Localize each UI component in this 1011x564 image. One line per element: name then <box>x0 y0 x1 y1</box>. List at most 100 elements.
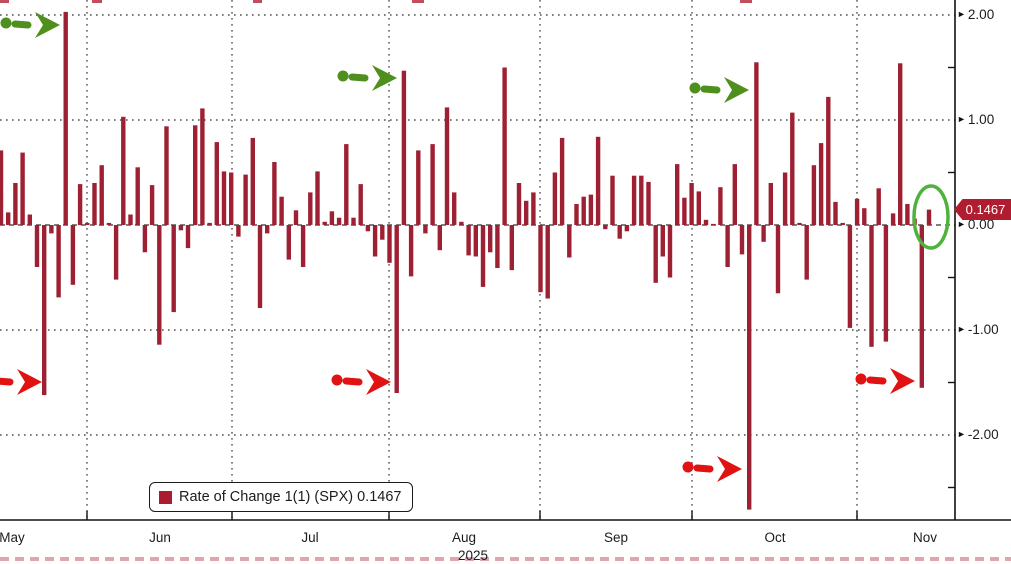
bar <box>682 197 687 225</box>
bar <box>171 225 176 313</box>
bar <box>99 165 104 225</box>
bar <box>531 192 536 225</box>
red-arrow-icon-dot <box>855 373 867 385</box>
bar <box>193 125 198 226</box>
bar <box>164 126 169 225</box>
red-arrow-icon-dash <box>0 377 14 386</box>
bar <box>380 225 385 240</box>
bar <box>862 208 867 225</box>
bar <box>567 225 572 258</box>
bar <box>200 108 205 225</box>
bar <box>488 225 493 253</box>
bar <box>818 143 824 225</box>
bar <box>588 194 594 225</box>
bar <box>883 225 889 342</box>
bar <box>711 223 716 225</box>
green-arrow-icon-dot <box>689 82 701 94</box>
legend-label: Rate of Change 1(1) (SPX) 0.1467 <box>179 489 402 505</box>
bar <box>142 225 148 253</box>
bar <box>322 221 327 225</box>
bar <box>387 225 392 263</box>
green-arrow-icon-dash <box>348 73 369 82</box>
bar <box>675 164 680 225</box>
bar <box>782 172 788 225</box>
x-axis-label-jun: Jun <box>149 530 171 545</box>
bar <box>315 171 320 225</box>
red-arrow-icon-head <box>17 369 42 395</box>
y-axis-label-1.00: ► 1.00 <box>957 112 994 127</box>
bar <box>826 96 831 226</box>
gridlines <box>0 0 955 520</box>
bar <box>13 183 18 225</box>
red-arrow-icon-head <box>366 369 391 395</box>
bar <box>876 188 881 226</box>
bar <box>135 167 140 226</box>
bar <box>394 225 399 393</box>
y-tick-arrow-icon: ► <box>957 429 966 440</box>
x-axis-label-may: May <box>0 530 25 545</box>
bar <box>214 142 219 226</box>
bar <box>113 225 119 280</box>
top-artifact <box>412 0 424 3</box>
bar <box>77 184 83 226</box>
y-axis-label-0.00: ► 0.00 <box>957 217 994 232</box>
y-tick-arrow-icon: ► <box>957 219 966 230</box>
x-axis-label-jul: Jul <box>301 530 319 545</box>
y-tick-arrow-icon: ► <box>957 9 966 20</box>
y-tick-text: -1.00 <box>967 322 999 338</box>
bar <box>646 181 651 225</box>
bar <box>365 225 371 232</box>
bar <box>761 225 766 242</box>
legend-swatch-icon <box>159 490 172 504</box>
y-tick-arrow-icon: ► <box>957 114 966 125</box>
red-arrow-icon-head <box>890 368 915 394</box>
bar <box>840 222 845 225</box>
bar <box>660 225 665 257</box>
top-artifact <box>253 0 262 3</box>
bar <box>372 225 378 257</box>
bar <box>178 225 184 231</box>
bar <box>552 172 558 225</box>
top-artifact <box>92 0 102 3</box>
bar <box>725 225 730 267</box>
y-axis-label-2.00: ► 2.00 <box>957 7 994 22</box>
y-tick-text: 2.00 <box>967 7 995 23</box>
bar <box>329 211 335 225</box>
bar <box>603 225 608 230</box>
bar <box>833 201 838 225</box>
bar <box>775 225 781 294</box>
legend: Rate of Change 1(1) (SPX) 0.1467 <box>149 482 414 512</box>
bar <box>416 150 421 225</box>
bar <box>667 225 673 278</box>
bar <box>919 225 924 388</box>
x-axis-label-nov: Nov <box>912 530 938 545</box>
bar <box>106 222 112 225</box>
red-arrow-icon-dash <box>693 464 714 473</box>
y-axis-label--1.00: ► -1.00 <box>957 322 999 337</box>
bar <box>20 152 25 225</box>
green-arrow-icon-dash <box>11 20 32 29</box>
x-axis-year-label: 2025 <box>457 548 489 563</box>
bar <box>516 183 522 225</box>
bar <box>157 225 162 345</box>
bar <box>610 175 615 225</box>
x-axis-label-sep: Sep <box>603 530 629 545</box>
top-artifact <box>0 0 9 3</box>
y-tick-text: 1.00 <box>967 112 995 128</box>
bar <box>538 225 543 293</box>
bar <box>703 219 709 226</box>
bar <box>308 192 313 225</box>
bar <box>358 184 363 226</box>
bar <box>581 196 586 226</box>
bar <box>85 222 90 225</box>
bar <box>502 67 507 225</box>
bar <box>27 214 32 225</box>
bar <box>56 225 61 298</box>
bar <box>869 225 874 347</box>
bar <box>452 192 457 225</box>
bar <box>6 212 11 225</box>
bar <box>473 225 478 257</box>
